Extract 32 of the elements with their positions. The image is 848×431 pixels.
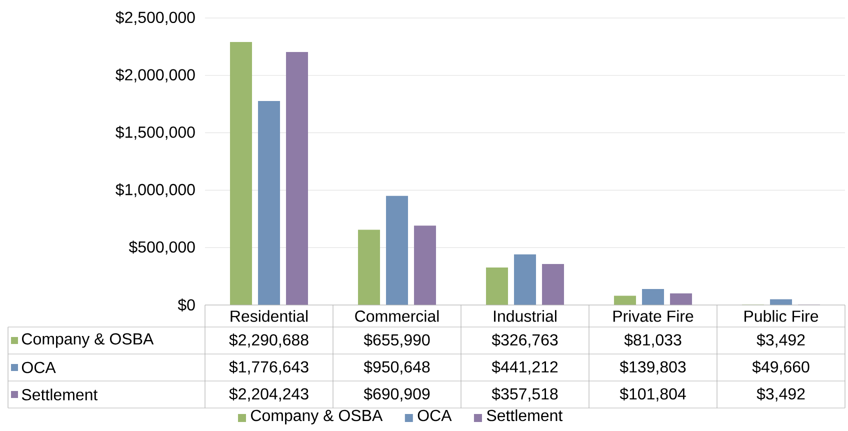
data-label: $1,776,643 <box>229 360 308 374</box>
x-tick-label: Private Fire <box>613 310 694 322</box>
y-tick-label: $2,500,000 <box>116 11 195 25</box>
data-label: $2,290,688 <box>229 334 308 348</box>
data-label: $326,763 <box>492 334 558 348</box>
x-tick-label: Industrial <box>494 310 556 322</box>
data-label: $441,212 <box>492 360 558 374</box>
text: Settlement <box>22 388 98 400</box>
y-tick-label: $0 <box>178 298 195 312</box>
y-tick-label: $500,000 <box>128 240 195 255</box>
y-tick-label: $2,000,000 <box>116 68 195 82</box>
data-label: $101,804 <box>620 388 686 402</box>
y-tick-label: $1,500,000 <box>116 126 195 140</box>
data-label: $3,492 <box>756 388 805 402</box>
data-label: $950,648 <box>364 360 430 374</box>
legend-label: Settlement <box>486 409 563 422</box>
data-label: $357,518 <box>492 388 558 402</box>
legend-label: Company & OSBA <box>22 333 154 348</box>
data-label: $81,033 <box>624 334 682 348</box>
data-label: $2,204,243 <box>229 388 308 402</box>
text: Company & OSBA <box>251 410 383 424</box>
data-label: $655,990 <box>364 334 430 348</box>
data-label: $139,803 <box>620 360 686 374</box>
x-tick-label: Public Fire <box>744 310 818 322</box>
data-label: $690,909 <box>364 388 430 402</box>
legend-label: OCA <box>418 410 452 422</box>
x-tick-label: Commercial <box>355 310 439 322</box>
x-tick-label: Residential <box>230 310 308 322</box>
text: OCA <box>22 362 56 374</box>
data-label: $3,492 <box>756 334 805 348</box>
data-label: $49,660 <box>752 360 810 374</box>
y-tick-label: $1,000,000 <box>116 183 195 198</box>
